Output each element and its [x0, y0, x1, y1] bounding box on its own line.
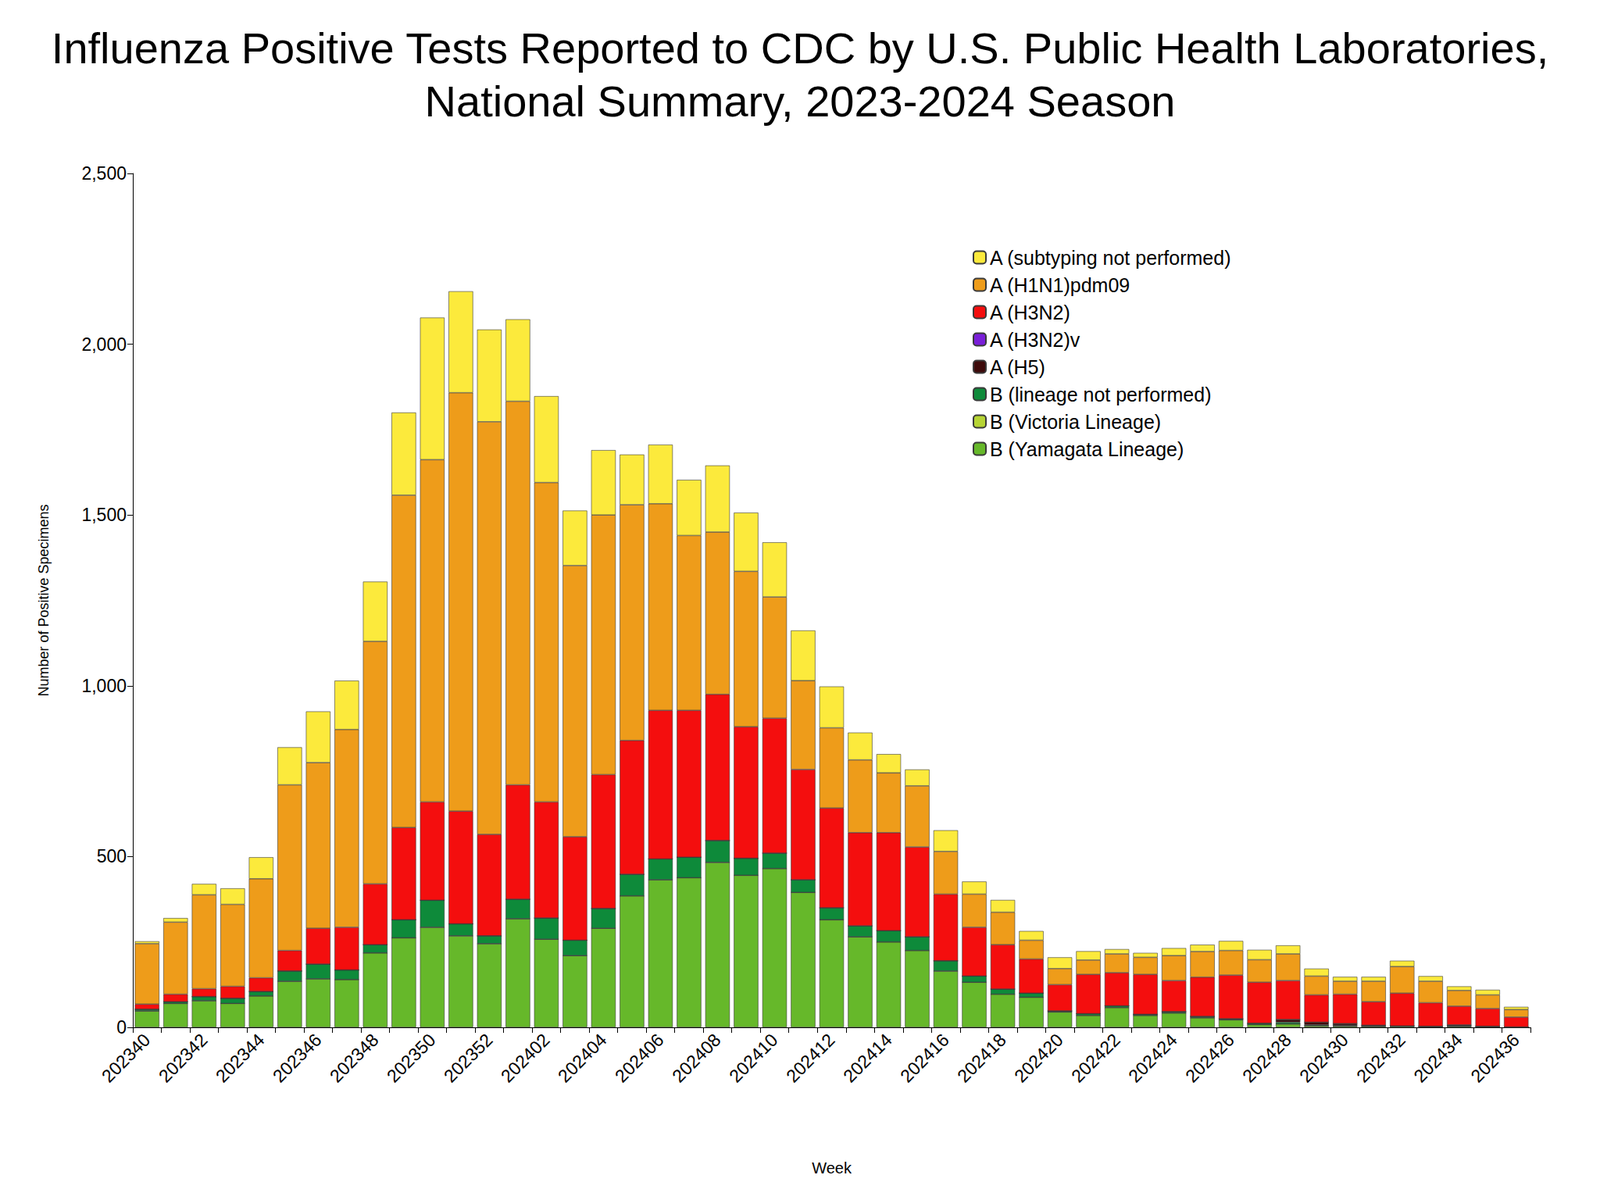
- svg-text:202418: 202418: [953, 1029, 1011, 1087]
- svg-text:B (lineage not performed): B (lineage not performed): [989, 383, 1211, 406]
- svg-text:Week: Week: [811, 1159, 853, 1177]
- svg-text:202428: 202428: [1238, 1029, 1296, 1087]
- svg-text:202420: 202420: [1010, 1029, 1068, 1087]
- svg-text:202402: 202402: [496, 1029, 554, 1087]
- svg-text:2,500: 2,500: [81, 163, 127, 184]
- svg-text:A (H1N1)pdm09: A (H1N1)pdm09: [989, 274, 1130, 297]
- svg-text:202422: 202422: [1067, 1029, 1125, 1087]
- svg-text:202412: 202412: [782, 1029, 840, 1087]
- svg-text:202416: 202416: [896, 1029, 954, 1087]
- svg-text:A (H5): A (H5): [989, 356, 1046, 379]
- svg-text:B (Yamagata Lineage): B (Yamagata Lineage): [989, 438, 1184, 461]
- svg-text:202404: 202404: [553, 1029, 611, 1087]
- svg-text:202342: 202342: [154, 1029, 212, 1087]
- svg-text:202406: 202406: [610, 1029, 668, 1087]
- svg-text:A (H3N2)v: A (H3N2)v: [989, 328, 1081, 351]
- svg-text:202352: 202352: [439, 1029, 497, 1087]
- svg-text:0: 0: [116, 1017, 127, 1038]
- svg-text:202430: 202430: [1295, 1029, 1353, 1087]
- svg-text:2,000: 2,000: [81, 334, 127, 355]
- svg-text:202408: 202408: [667, 1029, 725, 1087]
- svg-text:202436: 202436: [1466, 1029, 1524, 1087]
- svg-text:A (subtyping not performed): A (subtyping not performed): [989, 246, 1232, 269]
- svg-text:202350: 202350: [382, 1029, 440, 1087]
- svg-text:202346: 202346: [268, 1029, 326, 1087]
- svg-text:202410: 202410: [725, 1029, 783, 1087]
- svg-text:202434: 202434: [1409, 1029, 1467, 1087]
- svg-text:202426: 202426: [1181, 1029, 1239, 1087]
- svg-text:Influenza Positive Tests Repor: Influenza Positive Tests Reported to CDC…: [51, 23, 1549, 73]
- svg-text:500: 500: [96, 846, 127, 867]
- svg-text:202340: 202340: [97, 1029, 155, 1087]
- svg-text:202414: 202414: [839, 1029, 897, 1087]
- svg-text:202424: 202424: [1124, 1029, 1182, 1087]
- svg-text:National Summary, 2023-2024 Se: National Summary, 2023-2024 Season: [425, 76, 1176, 126]
- svg-text:A (H3N2): A (H3N2): [989, 301, 1071, 324]
- svg-text:1,500: 1,500: [81, 504, 127, 525]
- svg-text:Number of Positive Specimens: Number of Positive Specimens: [35, 503, 52, 697]
- svg-text:202348: 202348: [325, 1029, 383, 1087]
- svg-text:1,000: 1,000: [81, 675, 127, 697]
- svg-text:202432: 202432: [1352, 1029, 1410, 1087]
- svg-text:B (Victoria Lineage): B (Victoria Lineage): [989, 410, 1161, 433]
- svg-text:202344: 202344: [211, 1029, 269, 1087]
